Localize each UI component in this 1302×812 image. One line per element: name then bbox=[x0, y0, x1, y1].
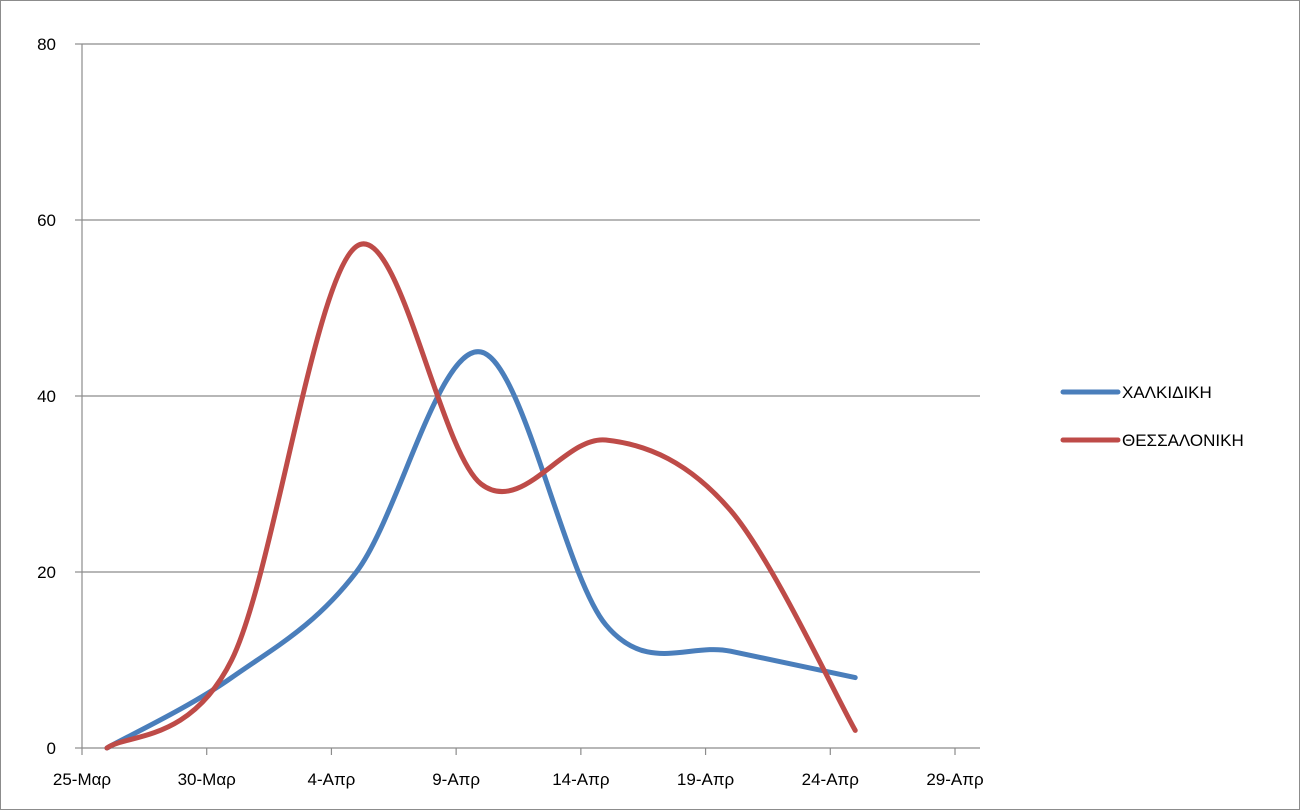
x-tick-label: 24-Απρ bbox=[802, 770, 859, 789]
legend-label-1: ΧΑΛΚΙΔΙΚΗ bbox=[1122, 383, 1212, 402]
y-tick-label: 20 bbox=[37, 563, 56, 582]
series-lines bbox=[104, 241, 858, 751]
legend-label-2: ΘΕΣΣΑΛΟΝΙΚΗ bbox=[1122, 431, 1244, 450]
y-tick-label: 60 bbox=[37, 211, 56, 230]
series-line-1 bbox=[104, 349, 858, 751]
series-line-2 bbox=[104, 241, 858, 751]
x-tick-label: 29-Απρ bbox=[926, 770, 983, 789]
x-tick-label: 14-Απρ bbox=[552, 770, 609, 789]
x-tick-label: 9-Απρ bbox=[432, 770, 480, 789]
x-tick-label: 4-Απρ bbox=[307, 770, 355, 789]
y-tick-label: 40 bbox=[37, 387, 56, 406]
x-axis-tick-labels: 25-Μαρ 30-Μαρ 4-Απρ 9-Απρ 14-Απρ 19-Απρ 24-Απρ… bbox=[53, 770, 984, 789]
x-tick-label: 25-Μαρ bbox=[53, 770, 111, 789]
axes bbox=[75, 43, 980, 755]
gridlines bbox=[82, 43, 980, 573]
y-axis-tick-labels: 0 20 40 60 80 bbox=[37, 35, 56, 758]
x-tick-label: 30-Μαρ bbox=[178, 770, 236, 789]
x-tick-label: 19-Απρ bbox=[677, 770, 734, 789]
legend: ΧΑΛΚΙΔΙΚΗ ΘΕΣΣΑΛΟΝΙΚΗ bbox=[1060, 383, 1244, 450]
y-tick-label: 80 bbox=[37, 35, 56, 54]
y-tick-label: 0 bbox=[47, 739, 56, 758]
